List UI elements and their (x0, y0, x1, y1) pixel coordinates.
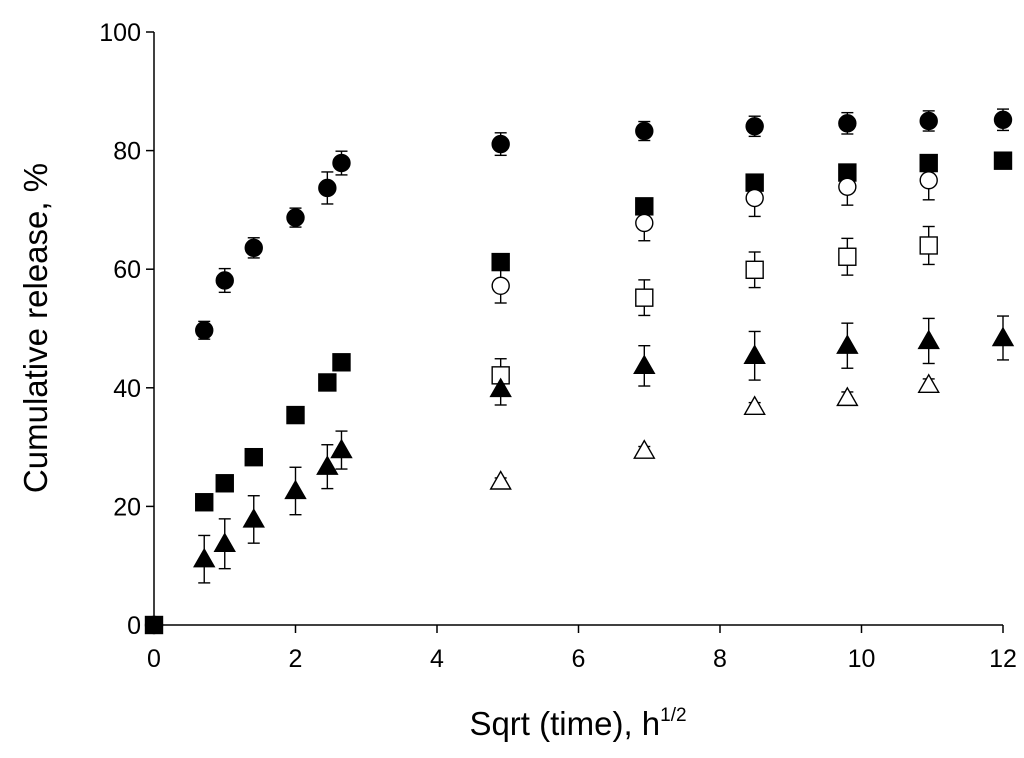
x-tick-label: 6 (572, 645, 586, 673)
data-point-circle-filled (838, 114, 857, 133)
data-point-circle-filled (195, 321, 214, 340)
y-tick-label: 20 (113, 493, 141, 521)
y-axis-title: Cumulative release, % (17, 163, 54, 493)
data-point-circle-open (491, 276, 510, 296)
x-tick-label: 12 (989, 645, 1017, 673)
data-point-square-filled (635, 197, 654, 216)
data-point-square-filled (332, 353, 351, 372)
data-point-triangle-filled (633, 354, 656, 375)
data-point-circle-open (745, 188, 764, 208)
data-point-circle-filled (318, 178, 337, 198)
data-point-square-filled (144, 615, 164, 635)
axis-ticks: 0 20 40 60 80 100 0 2 4 6 8 10 12 (99, 19, 1017, 673)
data-point-square-filled (244, 447, 263, 467)
data-point-circle-filled (635, 121, 654, 141)
data-point-square-open (635, 288, 654, 307)
data-point-circle-open (635, 213, 654, 233)
data-point-circle-filled (745, 117, 764, 136)
y-tick-label: 0 (127, 612, 141, 640)
data-point-circle-filled (332, 153, 351, 173)
data-point-triangle-open (743, 395, 766, 415)
data-point-circle-filled (286, 208, 305, 227)
data-point-square-filled (286, 405, 305, 425)
data-point-triangle-filled (836, 334, 859, 354)
data-point-circle-filled (491, 134, 510, 154)
data-point-triangle-filled (489, 377, 512, 398)
data-point-triangle-open (633, 439, 656, 459)
data-point-triangle-filled (193, 547, 216, 568)
data-point-circle-filled (993, 110, 1013, 129)
x-tick-label: 2 (289, 645, 303, 673)
data-point-circle-filled (244, 238, 263, 258)
data-point-triangle-filled (316, 455, 339, 475)
x-tick-label: 0 (147, 645, 161, 673)
x-tick-label: 10 (848, 645, 876, 673)
data-point-square-filled (195, 493, 214, 512)
data-point-triangle-filled (284, 479, 307, 500)
y-tick-label: 40 (113, 375, 141, 403)
data-point-square-filled (215, 474, 234, 493)
data-point-square-open (838, 247, 857, 266)
data-point-square-filled (491, 252, 510, 272)
data-markers (144, 110, 1015, 635)
data-point-triangle-filled (242, 508, 265, 528)
data-point-triangle-open (489, 470, 512, 490)
data-point-square-open (919, 236, 938, 255)
data-point-square-filled (318, 373, 337, 392)
y-tick-label: 100 (99, 19, 141, 47)
data-point-square-open (745, 260, 764, 279)
data-point-circle-filled (919, 111, 938, 131)
x-axis-title: Sqrt (time), h1/2 (469, 705, 686, 742)
x-tick-label: 8 (713, 645, 727, 673)
y-tick-label: 60 (113, 256, 141, 284)
data-point-triangle-filled (991, 326, 1015, 347)
data-point-square-filled (919, 153, 938, 173)
data-point-triangle-filled (213, 532, 236, 552)
y-tick-label: 80 (113, 138, 141, 166)
plot-frame (153, 32, 1003, 626)
data-point-square-filled (745, 173, 764, 192)
data-point-triangle-filled (917, 329, 940, 350)
data-point-circle-open (919, 171, 938, 190)
data-point-square-filled (993, 151, 1013, 170)
error-bars (198, 108, 1009, 584)
data-point-triangle-filled (330, 438, 353, 459)
data-point-triangle-filled (743, 344, 766, 364)
data-point-triangle-open (917, 373, 940, 394)
data-point-circle-open (838, 177, 857, 196)
data-point-circle-filled (215, 271, 234, 290)
data-point-triangle-open (836, 386, 859, 407)
x-tick-label: 4 (430, 645, 444, 673)
